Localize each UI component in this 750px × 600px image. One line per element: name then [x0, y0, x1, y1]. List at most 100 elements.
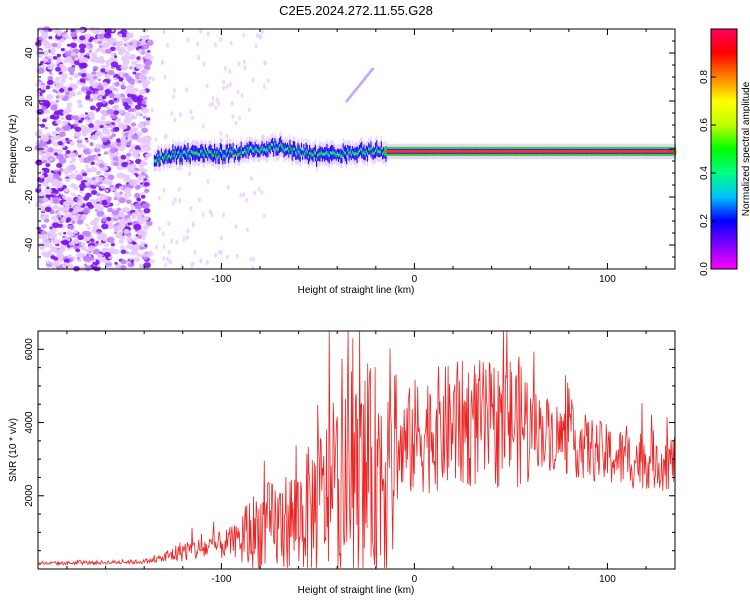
noise-speck — [120, 259, 127, 265]
ridge-core — [180, 152, 182, 156]
noise-speck — [151, 259, 155, 265]
noise-speck — [99, 195, 106, 201]
ridge-core — [267, 149, 269, 153]
noise-speck — [120, 85, 126, 89]
noise-speck — [147, 50, 151, 53]
ridge-core — [319, 152, 321, 156]
ridge-core — [243, 151, 245, 154]
noise-speck — [98, 58, 106, 64]
noise-speck — [242, 32, 246, 38]
noise-speck — [81, 132, 88, 137]
noise-speck — [177, 186, 181, 192]
noise-speck — [68, 225, 75, 230]
noise-speck — [45, 50, 50, 54]
ridge-core — [369, 147, 371, 151]
noise-speck — [95, 162, 100, 166]
noise-speck — [132, 46, 137, 50]
noise-speck — [140, 229, 145, 233]
ridge-core — [377, 149, 379, 153]
ridge-core — [281, 144, 283, 148]
noise-speck — [58, 157, 67, 164]
noise-speck — [124, 197, 128, 200]
noise-speck — [260, 29, 264, 35]
noise-speck — [60, 113, 64, 116]
noise-speck — [44, 214, 50, 219]
noise-speck — [86, 155, 95, 162]
noise-speck — [110, 187, 116, 191]
noise-speck — [131, 212, 138, 218]
noise-speck — [65, 224, 69, 228]
ridge-core — [269, 146, 271, 150]
ridge-core — [244, 149, 246, 152]
ridge-core — [241, 151, 243, 155]
noise-speck — [144, 59, 153, 66]
noise-speck — [73, 194, 77, 197]
noise-speck — [67, 196, 72, 201]
ridge-core — [365, 149, 367, 153]
colorbar-tick-label: 0.2 — [699, 214, 710, 228]
noise-speck — [138, 80, 142, 83]
noise-speck — [127, 166, 135, 173]
noise-speck — [57, 232, 63, 236]
noise-speck — [266, 78, 270, 84]
ridge-core — [259, 150, 261, 154]
noise-speck — [68, 241, 75, 246]
noise-speck — [157, 226, 161, 232]
noise-speck — [129, 251, 134, 256]
ridge-core — [181, 155, 183, 159]
noise-speck — [78, 58, 85, 64]
noise-speck — [115, 105, 119, 109]
noise-speck — [114, 82, 120, 87]
noise-speck — [175, 239, 179, 245]
ridge-core — [371, 152, 373, 156]
noise-speck — [50, 245, 55, 250]
noise-speck — [51, 135, 58, 141]
noise-speck — [119, 191, 123, 195]
noise-speck — [95, 130, 103, 137]
ridge-core — [322, 152, 325, 156]
noise-speck — [51, 131, 57, 136]
ridge-core — [351, 150, 354, 154]
ridge-core — [302, 153, 304, 157]
noise-speck — [80, 117, 85, 121]
ridge-core — [225, 150, 227, 154]
noise-speck — [90, 78, 96, 83]
noise-speck — [76, 252, 84, 259]
noise-speck — [101, 223, 109, 230]
noise-speck — [101, 43, 108, 49]
noise-speck — [66, 102, 73, 108]
ridge-core — [173, 154, 175, 158]
noise-speck — [110, 61, 119, 68]
noise-speck — [150, 55, 154, 61]
noise-speck — [76, 81, 82, 85]
noise-speck — [109, 247, 116, 252]
noise-speck — [257, 33, 261, 39]
noise-speck — [126, 157, 131, 161]
noise-speck — [60, 79, 66, 84]
noise-speck — [116, 207, 122, 212]
noise-speck — [69, 152, 77, 159]
noise-speck — [105, 64, 110, 68]
noise-speck — [125, 237, 133, 243]
ridge-core — [187, 149, 189, 153]
noise-speck — [109, 250, 114, 254]
noise-speck — [64, 56, 73, 63]
noise-speck — [55, 66, 61, 72]
noise-speck — [113, 77, 118, 81]
noise-speck — [56, 251, 64, 257]
ridge-core — [204, 149, 206, 153]
noise-speck — [56, 207, 63, 212]
ridge-core — [199, 153, 201, 157]
noise-speck — [111, 38, 118, 43]
noise-speck — [48, 249, 53, 253]
noise-speck — [136, 197, 142, 202]
ridge-core — [383, 151, 385, 155]
ridge-core — [186, 153, 188, 157]
noise-speck — [220, 235, 223, 241]
noise-speck — [131, 66, 135, 69]
noise-speck — [118, 109, 125, 115]
noise-speck — [104, 243, 109, 248]
noise-speck — [65, 91, 70, 96]
ridge-core — [310, 151, 312, 155]
noise-speck — [73, 131, 82, 138]
